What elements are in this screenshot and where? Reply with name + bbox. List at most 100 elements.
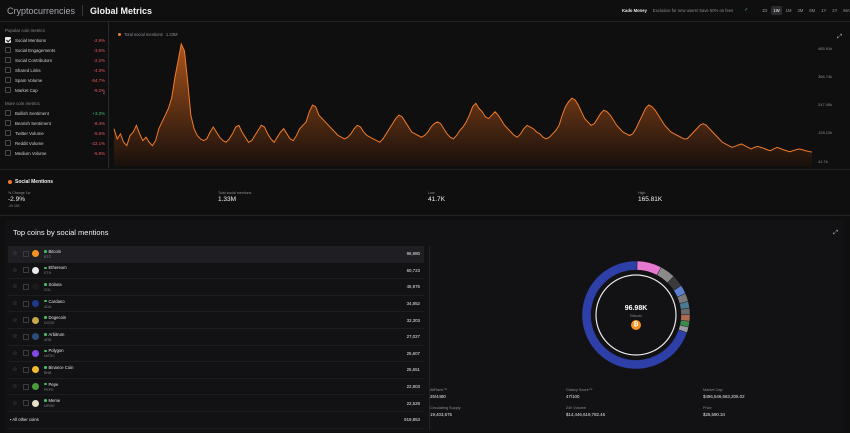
- status-dot-icon: [44, 316, 47, 319]
- coin-row[interactable]: ☆ Ethereum ETH 60,723: [8, 263, 424, 280]
- star-icon[interactable]: ☆: [12, 317, 18, 324]
- metric-checkbox[interactable]: [5, 37, 11, 43]
- stat-change-sub: -39.35K: [8, 204, 20, 208]
- chart-legend: Total social mentions 1.33M: [118, 32, 178, 37]
- summary-dot-icon: [8, 180, 12, 184]
- donut-slice[interactable]: [680, 307, 691, 316]
- metric-row[interactable]: Spam Volume -54.7%: [0, 75, 106, 85]
- pin-icon[interactable]: ✓: [744, 7, 749, 13]
- star-icon[interactable]: ☆: [12, 367, 18, 374]
- row-select-checkbox[interactable]: [23, 300, 29, 307]
- popular-metrics-list: Social Mentions -2.9% Social Engagements -3…: [0, 35, 106, 95]
- coin-row[interactable]: ☆ Meme MEME 22,528: [8, 395, 424, 412]
- expand-coins-icon[interactable]: ⤢: [833, 230, 838, 236]
- star-icon[interactable]: ☆: [12, 400, 18, 407]
- range-1m[interactable]: 1M: [785, 8, 792, 13]
- range-6m[interactable]: 6M: [809, 8, 816, 13]
- coin-stat: Price $25,590.34: [703, 406, 725, 417]
- row-select-checkbox[interactable]: [23, 250, 29, 257]
- metric-checkbox[interactable]: [5, 140, 11, 146]
- mentions-donut-chart[interactable]: [581, 260, 691, 370]
- metric-checkbox[interactable]: [5, 130, 11, 136]
- range-3m[interactable]: 3M: [797, 8, 804, 13]
- star-icon[interactable]: ☆: [12, 350, 18, 357]
- metric-checkbox[interactable]: [5, 110, 11, 116]
- star-icon[interactable]: ☆: [12, 284, 18, 291]
- metric-row[interactable]: Reddit Volume -22.1%: [0, 138, 106, 148]
- collapse-panel-icon[interactable]: ‹: [103, 91, 105, 97]
- metric-row[interactable]: Bullish Sentiment +3.3%: [0, 108, 106, 118]
- metric-row[interactable]: Social Engagements -3.6%: [0, 45, 106, 55]
- metric-label: Reddit Volume: [15, 140, 44, 146]
- metric-row[interactable]: Shared Links -4.3%: [0, 65, 106, 75]
- coin-row[interactable]: ☆ Dogecoin DOGE 32,303: [8, 312, 424, 329]
- row-select-checkbox[interactable]: [23, 400, 29, 407]
- coin-row[interactable]: ☆ Cardano ADA 34,852: [8, 296, 424, 313]
- metric-checkbox[interactable]: [5, 57, 11, 63]
- row-select-checkbox[interactable]: [23, 267, 29, 274]
- expand-chart-icon[interactable]: ⤢: [837, 34, 842, 40]
- panel-divider: [108, 22, 109, 168]
- metric-label: Medium Volume: [15, 150, 47, 156]
- metric-change: -5.5%: [93, 130, 105, 136]
- range-1y[interactable]: 1Y: [821, 8, 827, 13]
- stat-high: High 165.81K: [638, 191, 662, 203]
- coin-logo-icon: [32, 316, 39, 324]
- breadcrumb-section[interactable]: Cryptocurrencies: [7, 5, 76, 16]
- star-icon[interactable]: ☆: [12, 334, 18, 341]
- metric-checkbox[interactable]: [5, 150, 11, 156]
- coin-info: Cardano ADA: [44, 299, 344, 309]
- metric-row[interactable]: Bearish Sentiment -8.4%: [0, 118, 106, 128]
- coin-name-label: Meme: [48, 398, 61, 404]
- metric-checkbox[interactable]: [5, 87, 11, 93]
- stat-change: % Change 1w -2.9% -39.35K: [8, 191, 30, 208]
- metric-row[interactable]: Social Mentions -2.9%: [0, 35, 106, 45]
- star-icon[interactable]: ☆: [12, 267, 18, 274]
- coin-row[interactable]: ☆ Bitcoin BTC 96,980: [8, 246, 424, 263]
- metric-checkbox[interactable]: [5, 47, 11, 53]
- other-coins-row[interactable]: ▪ All other coins 919,853: [8, 412, 424, 429]
- row-select-checkbox[interactable]: [23, 283, 29, 290]
- metric-row[interactable]: Medium Volume -5.8%: [0, 148, 106, 158]
- row-select-checkbox[interactable]: [23, 317, 29, 324]
- coin-row[interactable]: ☆ Binance Coin BNB 25,551: [8, 362, 424, 379]
- star-icon[interactable]: ☆: [12, 301, 18, 308]
- social-mentions-chart[interactable]: 485.91k 366.74k 247.45k 128.12k 41.7k Total …: [112, 30, 848, 170]
- section-divider: [0, 215, 850, 216]
- promo-banner[interactable]: Kado Money Exclusive for new users! Save…: [622, 7, 748, 13]
- metric-checkbox[interactable]: [5, 77, 11, 83]
- coin-info: Solana SOL: [44, 282, 344, 292]
- row-select-checkbox[interactable]: [23, 333, 29, 340]
- donut-slice[interactable]: [581, 260, 688, 370]
- coin-logo-icon: [32, 300, 39, 308]
- metric-checkbox[interactable]: [5, 67, 11, 73]
- metric-change: -2.2%: [93, 57, 105, 63]
- coin-stat-label: Market Cap: [703, 388, 723, 392]
- row-select-checkbox[interactable]: [23, 366, 29, 373]
- metric-checkbox[interactable]: [5, 120, 11, 126]
- metric-row[interactable]: Twitter Volume -5.5%: [0, 128, 106, 138]
- range-2y[interactable]: 2Y: [832, 8, 838, 13]
- metric-change: -4.3%: [93, 67, 105, 73]
- coin-symbol: DOGE: [44, 321, 55, 326]
- coin-row[interactable]: ☆ Solana SOL 45,975: [8, 279, 424, 296]
- metric-row[interactable]: Market Cap -9.2%: [0, 85, 106, 95]
- range-1w[interactable]: 1W: [771, 6, 782, 15]
- coin-row[interactable]: ☆ Polygon MATIC 25,607: [8, 346, 424, 363]
- coin-row[interactable]: ☆ Arbitrum ARB 27,027: [8, 329, 424, 346]
- coin-name: Pepe: [44, 382, 344, 387]
- row-select-checkbox[interactable]: [23, 350, 29, 357]
- range-max[interactable]: MAX: [843, 8, 850, 13]
- metric-row[interactable]: Social Contributors -2.2%: [0, 55, 106, 65]
- star-icon[interactable]: ☆: [12, 384, 18, 391]
- donut-center-name: Bitcoin: [630, 314, 642, 318]
- range-1d[interactable]: 1D: [762, 8, 768, 13]
- coin-row[interactable]: ☆ Pepe PEPE 22,803: [8, 379, 424, 396]
- status-dot-icon: [44, 382, 47, 386]
- row-select-checkbox[interactable]: [23, 383, 29, 390]
- summary-title-label: Social Mentions: [15, 179, 54, 185]
- star-icon[interactable]: ☆: [12, 251, 18, 258]
- stat-total-value: 1.33M: [218, 196, 237, 203]
- donut-inner-ring: [595, 274, 677, 356]
- donut-slice[interactable]: [636, 260, 662, 276]
